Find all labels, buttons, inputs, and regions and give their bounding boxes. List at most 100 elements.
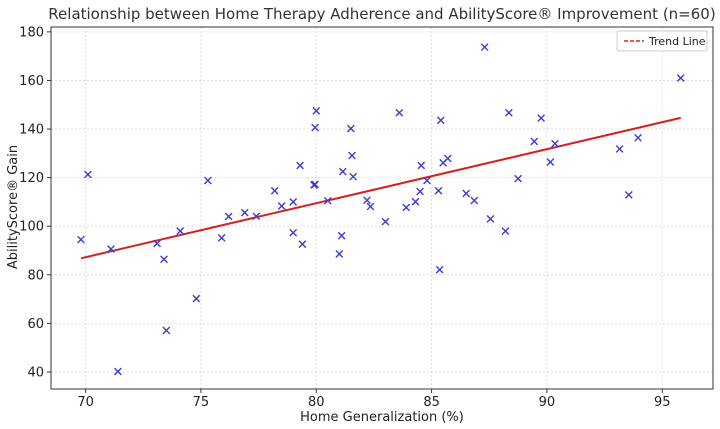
- y-tick-label: 40: [27, 365, 44, 380]
- data-point: [153, 239, 161, 248]
- legend-trend-label: Trend Line: [648, 35, 706, 48]
- data-point-stroke: [277, 202, 286, 210]
- data-point-stroke: [634, 133, 642, 142]
- data-point: [551, 139, 559, 148]
- data-point-stroke: [84, 170, 92, 179]
- data-point-stroke: [501, 227, 510, 235]
- data-point-stroke: [113, 367, 122, 376]
- data-point-stroke: [335, 250, 344, 258]
- x-tick-label: 80: [308, 395, 325, 410]
- data-point-stroke: [615, 145, 624, 153]
- data-point: [113, 367, 122, 376]
- y-tick-label: 120: [19, 171, 44, 186]
- legend: Trend Line: [616, 30, 708, 52]
- chart-title: Relationship between Home Therapy Adhere…: [48, 5, 715, 23]
- data-point-stroke: [514, 174, 522, 183]
- data-point-stroke: [349, 172, 358, 181]
- data-point-stroke: [298, 240, 307, 249]
- data-point-stroke: [160, 255, 168, 264]
- trend-line: [80, 116, 681, 260]
- data-point: [289, 228, 298, 237]
- x-axis-title: Home Generalization (%): [300, 410, 464, 425]
- data-point-stroke: [270, 186, 279, 195]
- data-point-stroke: [311, 123, 320, 132]
- data-point: [296, 161, 305, 170]
- grid: [51, 27, 713, 389]
- y-tick-label: 60: [27, 317, 44, 332]
- axis-ticks: 70 75 80 85 90 95 40 60 80 100 120 140 160 180: [19, 25, 670, 410]
- data-point-stroke: [162, 326, 171, 335]
- data-point: [435, 265, 444, 274]
- data-point: [217, 233, 226, 242]
- data-point: [77, 235, 85, 244]
- data-point: [615, 145, 624, 153]
- trend-layer: [80, 116, 681, 260]
- data-point: [546, 158, 555, 166]
- data-point-stroke: [224, 212, 233, 221]
- x-tick-label: 90: [539, 395, 556, 410]
- data-point-stroke: [462, 189, 471, 198]
- data-point: [417, 161, 426, 170]
- data-point-stroke: [423, 176, 431, 185]
- data-point: [423, 176, 431, 185]
- y-tick-label: 180: [19, 25, 44, 40]
- data-point: [289, 198, 298, 206]
- data-point: [176, 227, 185, 235]
- data-point-stroke: [338, 167, 347, 176]
- data-point: [480, 43, 489, 52]
- data-point: [240, 208, 249, 217]
- data-point: [346, 124, 355, 133]
- data-point: [311, 123, 320, 132]
- data-point-stroke: [77, 235, 85, 244]
- data-point-stroke: [436, 116, 445, 125]
- data-point: [381, 217, 390, 226]
- data-point: [270, 186, 279, 195]
- data-point-stroke: [537, 114, 546, 123]
- y-tick-label: 160: [19, 74, 44, 89]
- x-tick-label: 85: [423, 395, 440, 410]
- data-point-stroke: [203, 176, 212, 185]
- data-point: [323, 196, 332, 205]
- data-point-stroke: [289, 228, 298, 237]
- data-point-stroke: [470, 196, 479, 205]
- data-point-stroke: [381, 217, 390, 226]
- data-point: [311, 180, 320, 189]
- data-point-stroke: [217, 233, 226, 242]
- data-point-stroke: [366, 202, 375, 211]
- data-point-stroke: [546, 158, 555, 166]
- data-point: [252, 212, 261, 221]
- data-point-stroke: [486, 215, 495, 223]
- y-tick-label: 80: [27, 268, 44, 283]
- data-point: [298, 240, 307, 249]
- plot-frame: [50, 26, 714, 390]
- data-point-stroke: [434, 186, 443, 195]
- data-point: [348, 151, 356, 160]
- data-point: [624, 190, 633, 199]
- data-point: [443, 154, 452, 163]
- data-point: [514, 174, 522, 183]
- y-tick-label: 140: [19, 123, 44, 138]
- x-tick-label: 75: [193, 395, 210, 410]
- data-point: [203, 176, 212, 185]
- data-point: [634, 133, 642, 142]
- data-point-stroke: [363, 196, 371, 205]
- data-points: [77, 43, 685, 376]
- data-point-stroke: [402, 203, 411, 212]
- data-point-stroke: [551, 139, 559, 148]
- data-point-stroke: [676, 74, 685, 82]
- data-point: [486, 215, 495, 223]
- data-point-stroke: [348, 151, 356, 160]
- data-point-stroke: [443, 154, 452, 163]
- data-point-stroke: [296, 161, 305, 170]
- data-point: [349, 172, 358, 181]
- data-point-stroke: [107, 245, 115, 253]
- data-point-stroke: [435, 265, 444, 274]
- data-point: [224, 212, 233, 221]
- y-axis-title: AbilityScore® Gain: [6, 145, 21, 269]
- data-point-stroke: [240, 208, 249, 217]
- data-point-stroke: [480, 43, 489, 52]
- data-point: [470, 196, 479, 205]
- data-point: [676, 74, 685, 82]
